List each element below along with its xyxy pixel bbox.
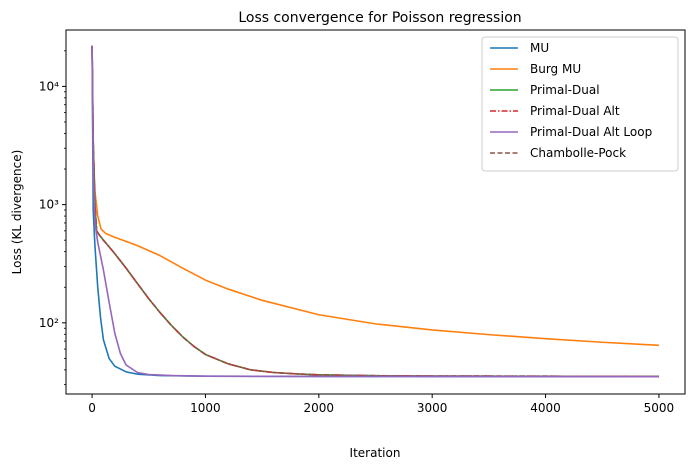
x-tick-label: 1000 [190, 401, 221, 415]
legend-label: Primal-Dual Alt Loop [530, 125, 652, 139]
series-line-chambolle-pock [91, 45, 659, 378]
y-tick-label: 10³ [39, 198, 59, 212]
y-tick-label: 10⁴ [39, 79, 59, 93]
legend-box [481, 36, 679, 172]
y-axis: 10² 10³ 10⁴ [39, 50, 66, 386]
x-axis: 0 1000 2000 3000 4000 5000 [88, 394, 674, 415]
x-axis-label: Iteration [350, 446, 401, 460]
legend-label: MU [530, 41, 549, 55]
legend-label: Burg MU [530, 62, 581, 76]
axes-frame [65, 29, 686, 395]
x-tick-label: 0 [88, 401, 96, 415]
legend-label: Primal-Dual Alt [530, 104, 620, 118]
x-tick-label: 3000 [417, 401, 448, 415]
series-line-burg-mu [91, 45, 659, 347]
x-tick-label: 4000 [530, 401, 561, 415]
legend-label: Chambolle-Pock [530, 146, 626, 160]
y-tick-label: 10² [39, 316, 59, 330]
chart-title: Loss convergence for Poisson regression [238, 10, 521, 26]
plot-area [91, 45, 659, 378]
x-tick-label: 2000 [304, 401, 335, 415]
y-axis-label: Loss (KL divergence) [10, 150, 24, 275]
legend-label: Primal-Dual [530, 83, 600, 97]
x-tick-label: 5000 [644, 401, 675, 415]
legend: MU Burg MU Primal-Dual Primal-Dual Alt Prima… [481, 36, 679, 172]
series-line-primal-dual-alt-loop [91, 45, 659, 378]
